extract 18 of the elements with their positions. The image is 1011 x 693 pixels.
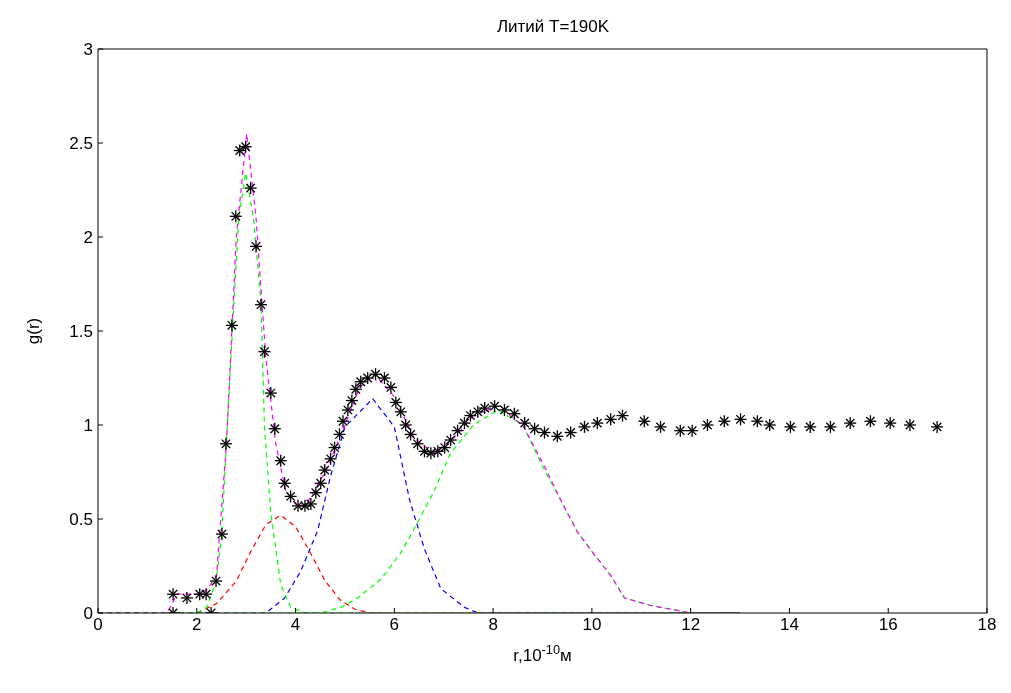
x-axis-title: r,10$^{-10}$м — [513, 641, 572, 665]
y-tick-label: 1 — [83, 416, 93, 436]
y-tick-label: 0.5 — [69, 510, 93, 530]
x-tick-label: 4 — [290, 615, 301, 635]
x-tick-label: 12 — [681, 615, 701, 635]
x-tick-label: 14 — [779, 615, 799, 635]
x-tick-label: 6 — [389, 615, 400, 635]
y-tick-label: 1.5 — [69, 322, 93, 342]
x-tick-label: 8 — [488, 615, 498, 635]
chart-title: Литий T=190K — [496, 17, 610, 36]
x-tick-label: 10 — [582, 615, 602, 635]
y-axis-title: g(r) — [24, 317, 44, 345]
y-tick-label: 2.5 — [69, 134, 93, 154]
y-tick-label: 2 — [83, 228, 93, 248]
y-tick-label: 3 — [83, 40, 93, 60]
x-tick-label: 18 — [977, 615, 997, 635]
x-tick-label: 2 — [192, 615, 202, 635]
x-tick-label: 16 — [878, 615, 898, 635]
